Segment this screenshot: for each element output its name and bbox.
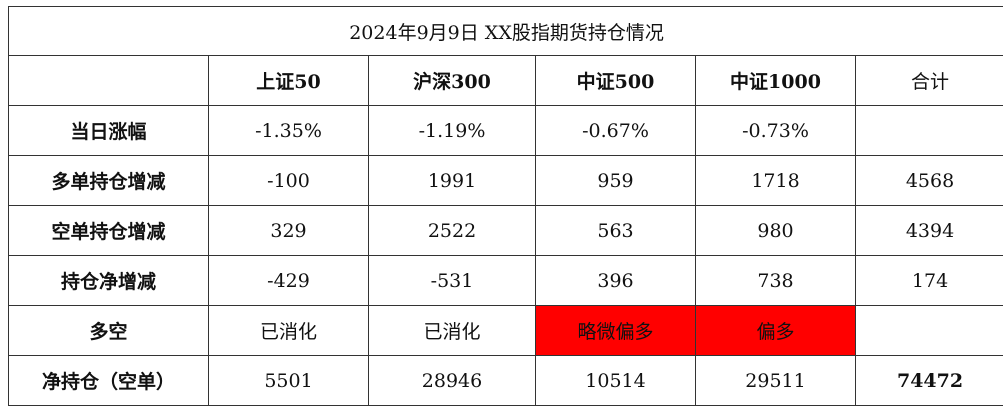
header-cell-total: 合计 — [854, 55, 1003, 106]
highlight-cell: 偏多 — [695, 305, 856, 356]
highlight-cell: 略微偏多 — [535, 305, 696, 356]
table-cell: 959 — [535, 155, 696, 206]
table-row: 当日涨幅 -1.35% -1.19% -0.67% -0.73% — [8, 105, 1003, 156]
table-cell: 已消化 — [368, 305, 536, 356]
table-cell: 29511 — [695, 355, 856, 406]
title-row: 2024年9月9日 XX股指期货持仓情况 — [7, 6, 1003, 56]
table-cell: 563 — [535, 205, 696, 256]
table-cell: -0.73% — [695, 105, 856, 156]
table-cell: 4394 — [854, 205, 1003, 256]
table-cell: 28946 — [368, 355, 536, 406]
table-row: 多单持仓增减 -100 1991 959 1718 4568 — [8, 155, 1003, 206]
table-cell: -1.35% — [208, 105, 369, 156]
table-cell: -100 — [208, 155, 369, 206]
row-label: 净持仓（空单） — [8, 355, 209, 406]
table-title: 2024年9月9日 XX股指期货持仓情况 — [7, 6, 1003, 56]
table-cell: 174 — [854, 255, 1003, 306]
table-cell: 已消化 — [208, 305, 369, 356]
table-cell — [854, 305, 1003, 356]
row-label: 多单持仓增减 — [8, 155, 209, 206]
total-cell: 74472 — [854, 355, 1003, 406]
table-cell: 1718 — [695, 155, 856, 206]
futures-position-table: 2024年9月9日 XX股指期货持仓情况 上证50 沪深300 中证500 中证… — [7, 6, 1003, 406]
header-cell-zz500: 中证500 — [535, 55, 696, 106]
row-label: 当日涨幅 — [8, 105, 209, 156]
table-row: 多空 已消化 已消化 略微偏多 偏多 — [8, 305, 1003, 356]
table-cell: 2522 — [368, 205, 536, 256]
table-cell: -531 — [368, 255, 536, 306]
table-cell — [854, 105, 1003, 156]
table-row: 持仓净增减 -429 -531 396 738 174 — [8, 255, 1003, 306]
header-cell-hs300: 沪深300 — [368, 55, 536, 106]
header-cell-sz50: 上证50 — [208, 55, 369, 106]
header-cell-zz1000: 中证1000 — [695, 55, 856, 106]
table-cell: 5501 — [208, 355, 369, 406]
header-row: 上证50 沪深300 中证500 中证1000 合计 — [8, 55, 1003, 106]
table-cell: 738 — [695, 255, 856, 306]
table-cell: 10514 — [535, 355, 696, 406]
row-label: 空单持仓增减 — [8, 205, 209, 256]
table-cell: 329 — [208, 205, 369, 256]
table-row: 空单持仓增减 329 2522 563 980 4394 — [8, 205, 1003, 256]
table-cell: -429 — [208, 255, 369, 306]
table-cell: 396 — [535, 255, 696, 306]
table-cell: 980 — [695, 205, 856, 256]
table-row: 净持仓（空单） 5501 28946 10514 29511 74472 — [8, 355, 1003, 406]
table-cell: -0.67% — [535, 105, 696, 156]
row-label: 持仓净增减 — [8, 255, 209, 306]
row-label: 多空 — [8, 305, 209, 356]
table-cell: 1991 — [368, 155, 536, 206]
table-cell: 4568 — [854, 155, 1003, 206]
header-cell-blank — [8, 55, 209, 106]
table-cell: -1.19% — [368, 105, 536, 156]
